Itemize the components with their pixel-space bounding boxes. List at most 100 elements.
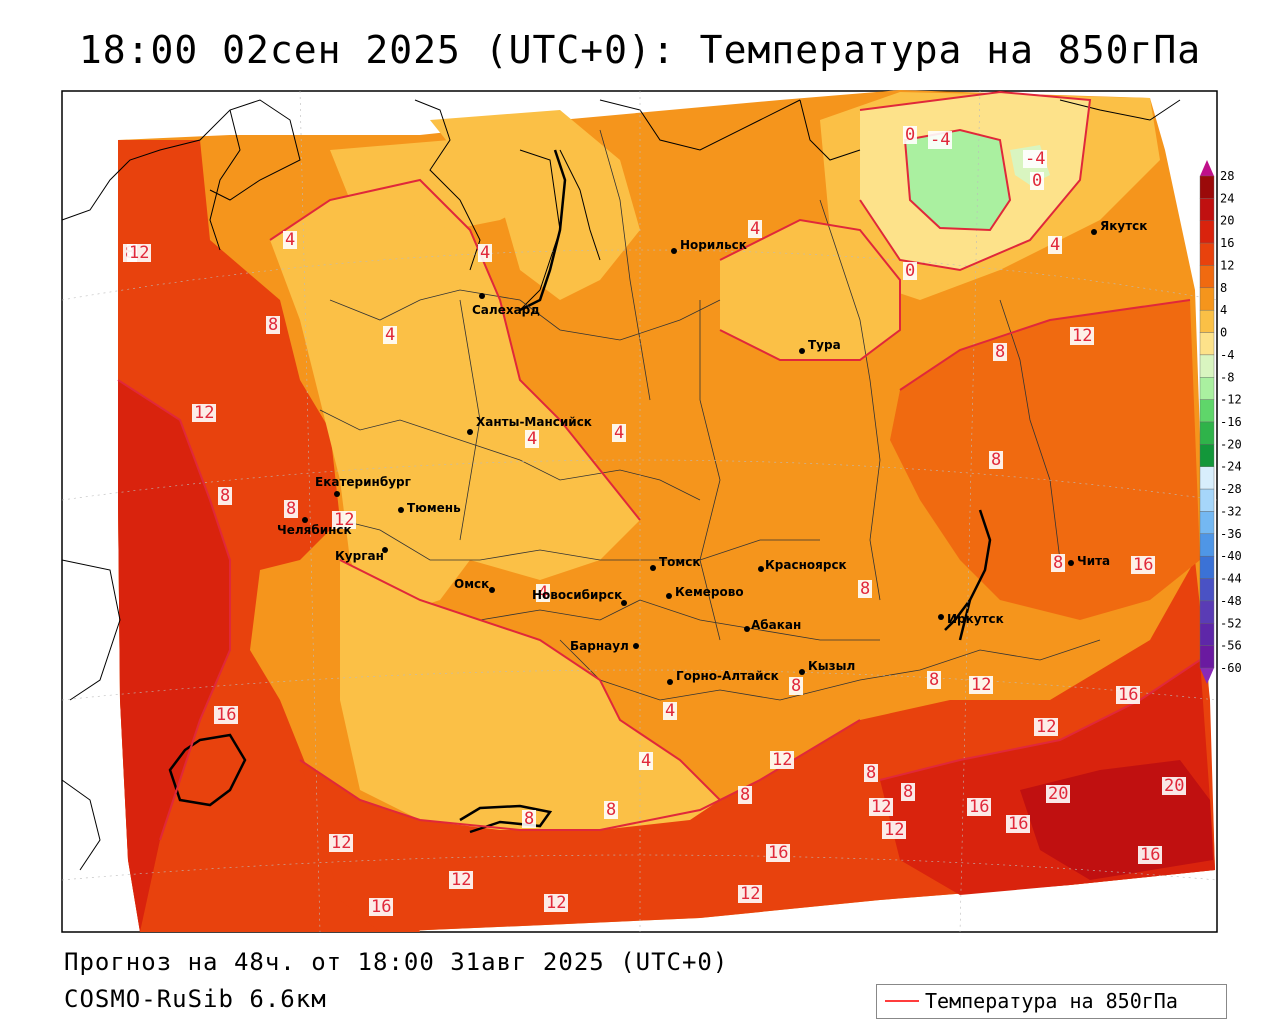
isoline-label: 16 <box>768 843 788 863</box>
colorbar-tick-label: -44 <box>1220 572 1242 586</box>
city-marker <box>479 293 485 299</box>
isoline-label-bg <box>1023 150 1047 168</box>
isoline-label: 8 <box>991 450 1001 470</box>
city-marker <box>398 507 404 513</box>
aral-outline <box>168 733 247 807</box>
city-marker <box>671 248 677 254</box>
colorbar-segment <box>1199 645 1215 669</box>
city-label: Тюмень <box>407 501 461 515</box>
isoline-label: 16 <box>1118 685 1138 705</box>
city-label: Якутск <box>1100 219 1147 233</box>
colorbar-tick-label: 20 <box>1220 214 1234 228</box>
city-marker <box>382 547 388 553</box>
isoline-label: 8 <box>1053 553 1063 573</box>
colorbar-segment <box>1199 600 1215 624</box>
isoline-label: 16 <box>371 897 391 917</box>
isoline-label-bg <box>192 404 216 422</box>
model-info: COSMO-RuSib 6.6км <box>64 985 327 1013</box>
colorbar-tick-label: -4 <box>1220 348 1234 362</box>
hotter-west <box>118 380 230 932</box>
colorbar-tick-label: -20 <box>1220 437 1242 451</box>
colorbar-tick-label: -32 <box>1220 504 1242 518</box>
legend-line-swatch <box>885 1000 919 1002</box>
isoline-label: 8 <box>740 785 750 805</box>
isoline-label: 12 <box>129 243 149 263</box>
colorbar: 28 24 20 16 12 8 4 0 -4 -8 -12 -16 -20 -24 -28 -32 -36 -4… <box>1199 160 1242 684</box>
colorbar-segment <box>1199 511 1215 535</box>
isoline-label: 12 <box>884 820 904 840</box>
isoline-label: 8 <box>286 499 296 519</box>
isotherms <box>117 90 1201 841</box>
lakes <box>168 149 992 834</box>
isoline-label-bg <box>1162 777 1186 795</box>
isoline-label: 0 <box>1032 171 1042 191</box>
colorbar-segment <box>1199 444 1215 467</box>
city-label: Красноярск <box>765 558 847 572</box>
isoline-label-bg <box>536 584 550 602</box>
isoline-label: 4 <box>385 325 395 345</box>
colorbar-tick-label: -56 <box>1220 639 1242 653</box>
isoline-label: 4 <box>614 423 624 443</box>
isoline-labels: 0-4-404444888121244488121616128812121688… <box>123 125 1186 917</box>
city-label: Челябинск <box>277 523 352 537</box>
isoline-label: 4 <box>538 583 548 603</box>
isoline-label-bg <box>770 751 794 769</box>
isoline-label: 8 <box>995 342 1005 362</box>
colorbar-tick-label: -36 <box>1220 527 1242 541</box>
colorbar-segment <box>1199 287 1215 311</box>
colorbar-segment <box>1199 377 1215 400</box>
isoline-label-bg <box>1116 686 1140 704</box>
colorbar-tick-label: -24 <box>1220 460 1242 474</box>
city-marker <box>667 679 673 685</box>
isoline-label-bg <box>1006 815 1030 833</box>
isoline-label: 12 <box>871 797 891 817</box>
balkhash-outline <box>459 804 553 834</box>
legend: Температура на 850гПа <box>876 984 1227 1019</box>
isoline-label: 12 <box>334 510 354 530</box>
isoline-label: 12 <box>451 870 471 890</box>
colorbar-segment <box>1199 578 1215 602</box>
isoline-label: 20 <box>1048 784 1068 804</box>
colorbar-tick-label: -12 <box>1220 393 1242 407</box>
isoline-label-bg <box>1051 554 1065 572</box>
city-marker <box>489 587 495 593</box>
isoline-label-bg <box>928 131 952 149</box>
isoline-label: 8 <box>866 763 876 783</box>
isoline-label-bg <box>927 671 941 689</box>
isoline-label-bg <box>864 764 878 782</box>
colorbar-tick-label: 24 <box>1220 191 1234 205</box>
isoline-label: 0 <box>905 261 915 281</box>
ob-gulf-outline <box>519 149 567 312</box>
colorbar-tick-label: -48 <box>1220 594 1242 608</box>
city-marker <box>650 565 656 571</box>
cool-south <box>340 560 720 830</box>
isoline-label-bg <box>525 430 539 448</box>
city-marker <box>938 614 944 620</box>
colorbar-segment <box>1199 354 1215 378</box>
isoline-label: 8 <box>606 800 616 820</box>
city-label: Екатеринбург <box>315 475 411 489</box>
city-label: Ханты-Мансийск <box>476 415 592 429</box>
colorbar-tick-label: -28 <box>1220 482 1242 496</box>
isoline-label-bg <box>1070 327 1094 345</box>
isoline-label: 4 <box>527 429 537 449</box>
map-title: 18:00 02сен 2025 (UTC+0): Температура на… <box>78 28 1202 72</box>
isoline-label: 8 <box>268 315 278 335</box>
colorbar-bottom-arrow <box>1200 668 1214 684</box>
isoline-label-bg <box>544 894 568 912</box>
city-label: Томск <box>659 555 701 569</box>
isoline-label-bg <box>478 244 492 262</box>
colorbar-tick-label: 28 <box>1220 169 1234 183</box>
colorbar-segment <box>1199 332 1215 356</box>
isoline-label-bg <box>901 783 915 801</box>
city-label: Тура <box>808 338 841 352</box>
isoline-label: 8 <box>220 486 230 506</box>
isoline-label-bg <box>284 500 298 518</box>
isoline-label-bg <box>214 706 238 724</box>
isoline-label-bg <box>639 752 653 770</box>
yamal-cool <box>430 110 640 300</box>
isoline-label: 12 <box>1072 326 1092 346</box>
isoline-label-bg <box>903 126 917 144</box>
colorbar-segment <box>1199 309 1215 333</box>
